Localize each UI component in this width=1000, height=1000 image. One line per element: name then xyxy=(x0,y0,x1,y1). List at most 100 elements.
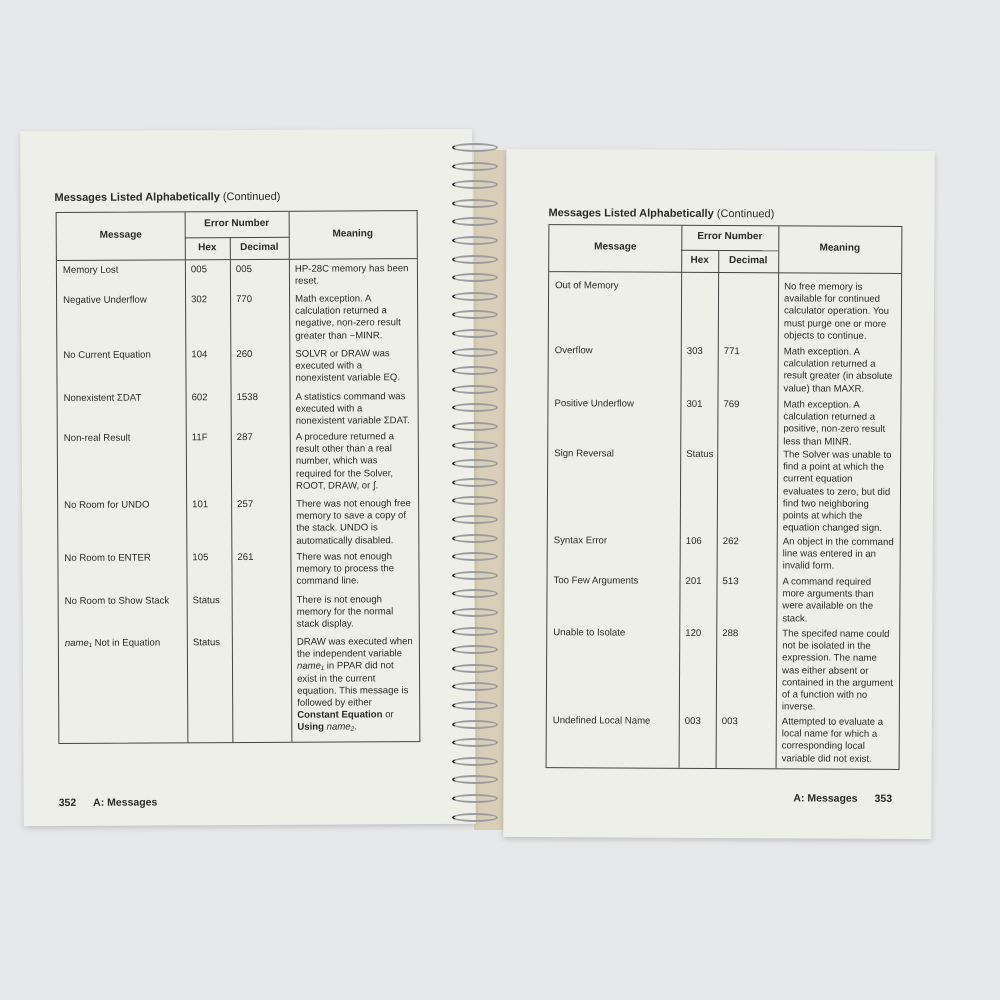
column-divider xyxy=(715,249,720,768)
row-message: Syntax Error xyxy=(553,535,608,547)
spiral-ring xyxy=(452,403,498,413)
row-hex: 11F xyxy=(191,432,208,444)
meaning-fragment: name₂ xyxy=(323,721,355,734)
spiral-ring xyxy=(452,608,498,617)
spiral-ring xyxy=(452,161,498,171)
spiral-ring xyxy=(452,384,498,394)
header-decimal: Decimal xyxy=(240,241,279,254)
row-hex: 104 xyxy=(191,349,208,361)
header-hex: Hex xyxy=(690,254,709,266)
row-meaning: There is not enough memory for the norma… xyxy=(296,594,394,631)
row-decimal: 770 xyxy=(236,293,253,306)
spiral-ring xyxy=(452,719,498,729)
row-message: Unable to Isolate xyxy=(553,627,626,639)
row-decimal: 262 xyxy=(722,536,739,548)
messages-table: Message Error Number Hex Decimal Meaning Memo… xyxy=(55,210,421,744)
spiral-ring xyxy=(452,273,498,283)
row-meaning: An object in the command line was entere… xyxy=(782,536,894,573)
row-hex: 003 xyxy=(684,715,701,727)
spiral-ring xyxy=(452,812,498,822)
row-meaning: The specifed name could not be isolated … xyxy=(781,628,893,713)
spiral-ring xyxy=(452,775,498,785)
row-hex: Status xyxy=(686,448,714,460)
column-divider xyxy=(288,211,293,742)
row-meaning: Math exception. A calculation returned a… xyxy=(783,399,886,448)
spiral-ring xyxy=(452,515,498,524)
page-footer: A: Messages 353 xyxy=(793,792,892,805)
row-decimal: 261 xyxy=(237,551,254,564)
header-bottom-divider xyxy=(56,258,417,261)
title-text: Messages Listed Alphabetically xyxy=(54,191,220,205)
row-message: name₁ Not in Equation xyxy=(65,637,185,650)
column-divider xyxy=(678,225,683,768)
spiral-ring xyxy=(452,552,498,562)
message-text: Not in Equation xyxy=(91,637,161,649)
title-text: Messages Listed Alphabetically xyxy=(548,207,714,220)
row-hex: 602 xyxy=(191,392,208,404)
spiral-ring xyxy=(452,626,498,636)
row-meaning: DRAW was executed when the independent v… xyxy=(297,636,414,734)
message-italic-name: name₁ xyxy=(64,637,92,649)
spiral-ring xyxy=(452,738,498,748)
title-suffix: (Continued) xyxy=(222,190,281,204)
spiral-ring xyxy=(452,422,498,431)
header-divider xyxy=(184,236,289,239)
row-meaning: Math exception. A calculation returned a… xyxy=(295,293,401,342)
row-hex: 201 xyxy=(685,575,702,587)
row-message: Non-real Result xyxy=(63,432,131,444)
spiral-ring xyxy=(452,459,498,469)
title-suffix: (Continued) xyxy=(716,207,775,221)
section-label: A: Messages xyxy=(793,792,858,805)
spiral-ring xyxy=(452,254,498,264)
row-message: No Current Equation xyxy=(63,349,151,361)
spiral-ring xyxy=(452,756,498,766)
row-message: Undefined Local Name xyxy=(552,715,651,727)
row-message: Overflow xyxy=(554,345,593,357)
meaning-fragment: Constant Equation xyxy=(297,709,383,721)
spiral-ring xyxy=(452,440,498,450)
page-number: 353 xyxy=(874,792,893,805)
row-hex: 106 xyxy=(685,535,702,547)
row-meaning: A statistics command was executed with a… xyxy=(295,391,410,428)
header-hex: Hex xyxy=(198,242,217,254)
meaning-fragment: Using xyxy=(297,722,324,734)
row-decimal: 287 xyxy=(236,431,253,444)
header-meaning: Meaning xyxy=(332,227,374,240)
row-meaning: No free memory is available for continue… xyxy=(783,281,890,342)
left-page: Messages Listed Alphabetically (Continue… xyxy=(20,128,476,827)
spiral-ring xyxy=(452,329,498,338)
row-message: Positive Underflow xyxy=(554,398,634,410)
row-meaning: There was not enough memory to process t… xyxy=(296,551,395,588)
row-meaning: There was not enough free memory to save… xyxy=(296,498,411,547)
row-meaning: Math exception. A calculation returned a… xyxy=(783,346,893,395)
row-message: Memory Lost xyxy=(62,264,119,276)
row-decimal: 257 xyxy=(237,498,254,511)
row-meaning: HP-28C memory has been reset. xyxy=(294,263,409,287)
page-number: 352 xyxy=(58,796,77,809)
spiral-ring xyxy=(452,682,498,692)
row-meaning: Attempted to evaluate a local name for w… xyxy=(781,716,884,765)
meaning-fragment: name₁ xyxy=(296,661,325,673)
column-divider xyxy=(775,226,780,769)
spiral-ring xyxy=(452,198,498,208)
row-message: Sign Reversal xyxy=(554,448,614,460)
row-meaning: The Solver was unable to find a point at… xyxy=(782,449,892,535)
spiral-ring xyxy=(452,645,498,655)
spiral-ring xyxy=(452,663,498,673)
meaning-fragment: or xyxy=(382,709,394,721)
row-decimal: 003 xyxy=(721,716,738,728)
row-hex: 301 xyxy=(686,398,703,410)
row-hex: 120 xyxy=(685,627,702,639)
header-meaning: Meaning xyxy=(819,242,861,254)
row-meaning: SOLVR or DRAW was executed with a nonexi… xyxy=(295,348,401,385)
header-message: Message xyxy=(594,241,637,253)
spiral-ring xyxy=(452,143,498,152)
row-hex: Status xyxy=(192,595,220,607)
row-message: No Room to ENTER xyxy=(64,552,151,564)
spiral-ring xyxy=(452,180,498,190)
spiral-ring xyxy=(452,310,498,320)
page-title: Messages Listed Alphabetically (Continue… xyxy=(548,207,774,220)
row-decimal: 1538 xyxy=(236,391,258,404)
header-error-number: Error Number xyxy=(204,217,270,229)
row-decimal: 005 xyxy=(235,263,252,276)
